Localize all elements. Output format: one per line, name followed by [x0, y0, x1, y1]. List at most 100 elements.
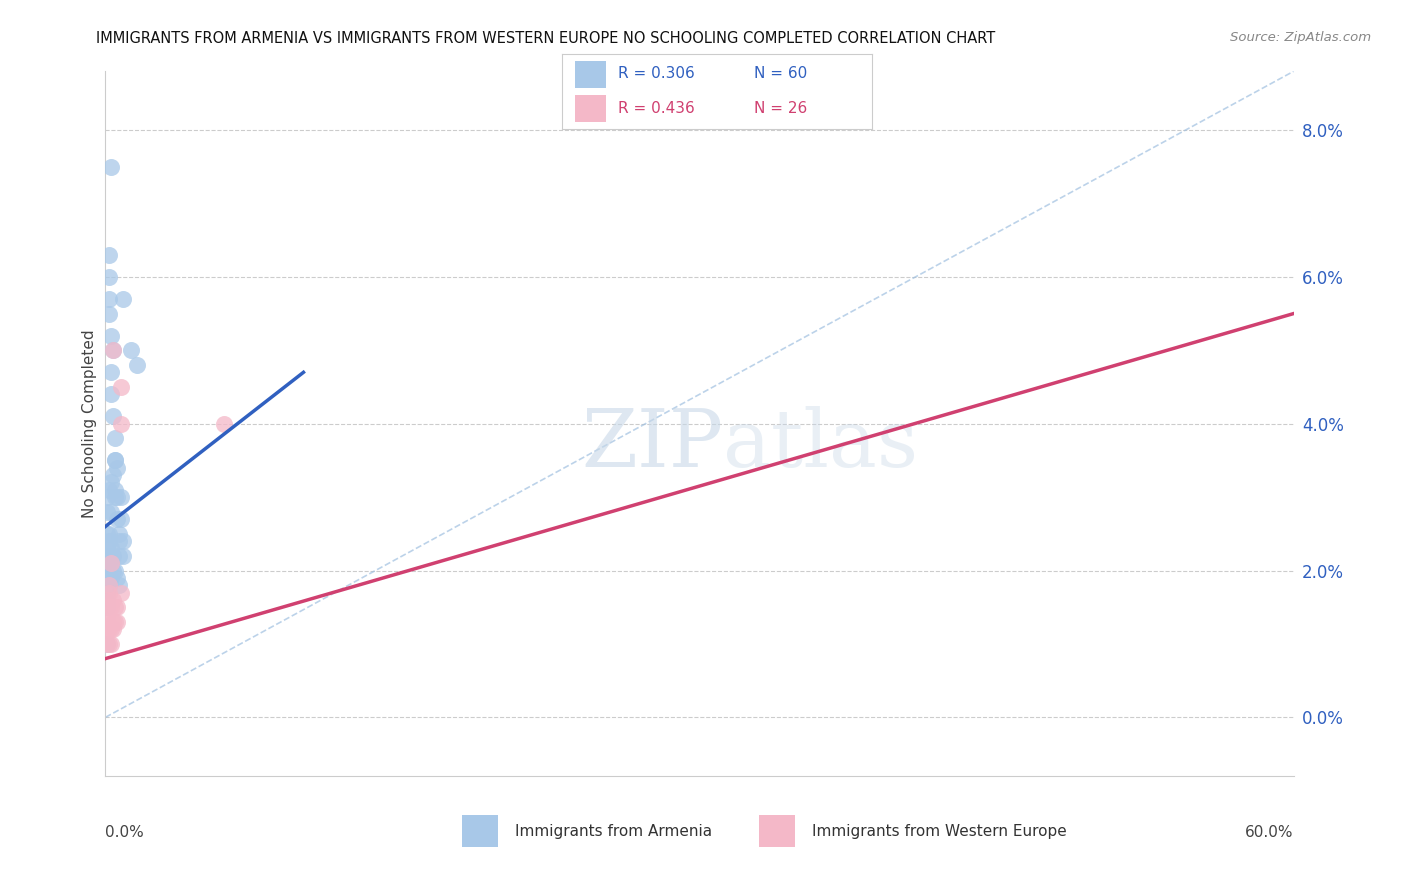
Point: [98, 578, 121, 592]
Point: [104, 564, 127, 578]
Point: [103, 622, 125, 636]
Point: [105, 600, 128, 615]
Point: [100, 475, 122, 490]
Point: [100, 505, 122, 519]
Point: [96, 490, 118, 504]
Text: N = 26: N = 26: [754, 101, 807, 116]
Point: [100, 556, 122, 570]
Point: [110, 380, 132, 394]
Point: [108, 578, 131, 592]
Point: [96, 637, 118, 651]
Bar: [575, 62, 606, 87]
Point: [98, 292, 121, 306]
Point: [96, 556, 118, 570]
Point: [110, 490, 132, 504]
Point: [103, 549, 125, 563]
Point: [108, 549, 131, 563]
Point: [100, 387, 122, 401]
Text: R = 0.306: R = 0.306: [619, 67, 695, 81]
Point: [105, 615, 128, 629]
Point: [112, 534, 135, 549]
Point: [100, 328, 122, 343]
Point: [103, 592, 125, 607]
Point: [105, 512, 128, 526]
Point: [127, 358, 149, 372]
Point: [96, 585, 118, 599]
Bar: [461, 814, 498, 847]
Point: [98, 622, 121, 636]
Text: Immigrants from Western Europe: Immigrants from Western Europe: [813, 823, 1067, 838]
Point: [104, 615, 127, 629]
Point: [100, 541, 122, 556]
Text: R = 0.436: R = 0.436: [619, 101, 695, 116]
Point: [112, 549, 135, 563]
Point: [120, 343, 142, 358]
Point: [103, 343, 125, 358]
Point: [104, 453, 127, 467]
Point: [100, 622, 122, 636]
Point: [96, 637, 118, 651]
Point: [98, 600, 121, 615]
Point: [100, 556, 122, 570]
Point: [98, 307, 121, 321]
Text: ZIP: ZIP: [581, 406, 723, 483]
Point: [103, 409, 125, 424]
Point: [96, 615, 118, 629]
Point: [103, 615, 125, 629]
Point: [96, 622, 118, 636]
Point: [103, 564, 125, 578]
Point: [104, 431, 127, 445]
Point: [104, 483, 127, 497]
Text: IMMIGRANTS FROM ARMENIA VS IMMIGRANTS FROM WESTERN EUROPE NO SCHOOLING COMPLETED: IMMIGRANTS FROM ARMENIA VS IMMIGRANTS FR…: [96, 31, 995, 46]
Point: [96, 571, 118, 585]
Point: [98, 269, 121, 284]
Y-axis label: No Schooling Completed: No Schooling Completed: [82, 329, 97, 518]
Point: [104, 453, 127, 467]
Point: [96, 564, 118, 578]
Point: [96, 526, 118, 541]
Point: [100, 365, 122, 379]
Point: [98, 483, 121, 497]
Text: N = 60: N = 60: [754, 67, 807, 81]
Point: [103, 343, 125, 358]
Bar: [575, 95, 606, 122]
Point: [112, 292, 135, 306]
Point: [100, 637, 122, 651]
Point: [96, 592, 118, 607]
Point: [96, 578, 118, 592]
Point: [96, 505, 118, 519]
Point: [108, 534, 131, 549]
Point: [98, 585, 121, 599]
Point: [104, 490, 127, 504]
Point: [98, 578, 121, 592]
Point: [98, 549, 121, 563]
Point: [100, 160, 122, 174]
Point: [96, 556, 118, 570]
Point: [98, 534, 121, 549]
Point: [110, 512, 132, 526]
Point: [110, 585, 132, 599]
Point: [96, 541, 118, 556]
Point: [103, 468, 125, 483]
Point: [105, 460, 128, 475]
Text: atlas: atlas: [723, 406, 918, 483]
Point: [98, 526, 121, 541]
Text: Source: ZipAtlas.com: Source: ZipAtlas.com: [1230, 31, 1371, 45]
Point: [96, 592, 118, 607]
Point: [98, 549, 121, 563]
Point: [100, 600, 122, 615]
Point: [96, 564, 118, 578]
Point: [98, 637, 121, 651]
Point: [96, 607, 118, 622]
Point: [100, 571, 122, 585]
Point: [104, 600, 127, 615]
Point: [96, 600, 118, 615]
Text: Immigrants from Armenia: Immigrants from Armenia: [516, 823, 713, 838]
Point: [108, 526, 131, 541]
Point: [105, 571, 128, 585]
Point: [214, 417, 236, 431]
Text: 0.0%: 0.0%: [105, 825, 145, 840]
Point: [98, 248, 121, 262]
Point: [110, 417, 132, 431]
Point: [96, 571, 118, 585]
